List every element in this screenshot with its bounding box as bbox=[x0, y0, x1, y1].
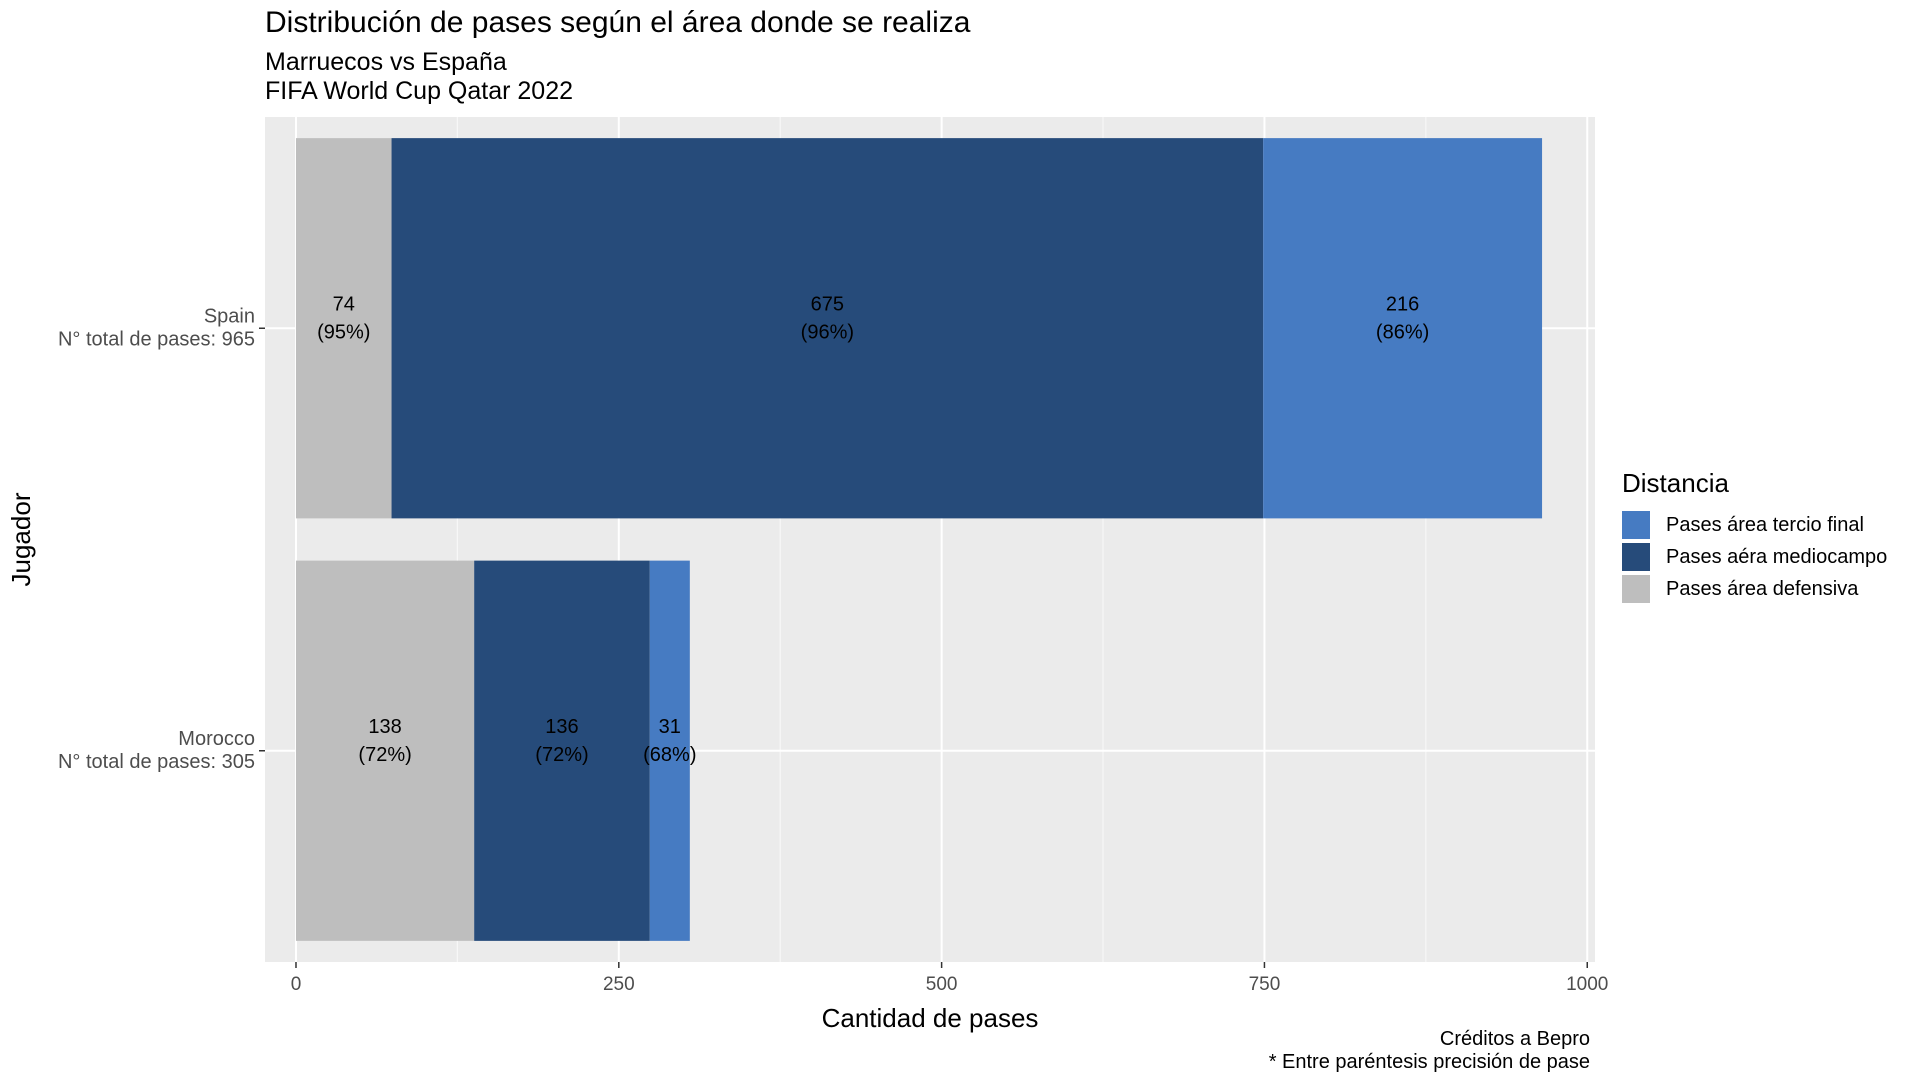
legend-label-defensiva: Pases área defensiva bbox=[1666, 577, 1859, 600]
y-tick-label-total: N° total de pases: 965 bbox=[58, 328, 255, 350]
subtitle-line-1: Marruecos vs España bbox=[265, 48, 507, 76]
legend-label-tercio-final: Pases área tercio final bbox=[1666, 513, 1864, 536]
bar-segment bbox=[391, 138, 1264, 519]
bar-segment bbox=[295, 560, 475, 941]
y-tick-label-name: Spain bbox=[204, 305, 255, 327]
legend-key-tercio-final bbox=[1622, 511, 1650, 539]
x-tick-label: 1000 bbox=[1566, 974, 1608, 995]
chart-subtitle: Marruecos vs España FIFA World Cup Qatar… bbox=[265, 48, 573, 106]
legend: Distancia Pases área tercio final Pases … bbox=[1622, 468, 1887, 605]
legend-item-tercio-final: Pases área tercio final bbox=[1622, 509, 1887, 541]
legend-item-defensiva: Pases área defensiva bbox=[1622, 573, 1887, 605]
caption-line-1: Créditos a Bepro bbox=[1439, 1028, 1590, 1050]
legend-key-defensiva bbox=[1622, 575, 1650, 603]
legend-key-mediocampo bbox=[1622, 543, 1650, 571]
bar-segment bbox=[295, 138, 392, 519]
subtitle-line-2: FIFA World Cup Qatar 2022 bbox=[265, 77, 574, 105]
data-label-value: 136 bbox=[545, 716, 578, 738]
data-label-accuracy: (86%) bbox=[1376, 321, 1429, 343]
y-axis-title: Jugador bbox=[6, 492, 36, 586]
x-tick-label: 250 bbox=[603, 974, 635, 995]
data-label-value: 216 bbox=[1386, 293, 1419, 315]
data-label-accuracy: (72%) bbox=[358, 744, 411, 766]
data-label-value: 31 bbox=[659, 716, 681, 738]
caption-line-2: * Entre paréntesis precisión de pase bbox=[1268, 1051, 1590, 1073]
chart-title: Distribución de pases según el área dond… bbox=[265, 6, 971, 39]
data-label-value: 675 bbox=[811, 293, 844, 315]
legend-item-mediocampo: Pases aéra mediocampo bbox=[1622, 541, 1887, 573]
data-label-value: 138 bbox=[368, 716, 401, 738]
y-tick-label-name: Morocco bbox=[178, 728, 255, 750]
data-label-accuracy: (72%) bbox=[535, 744, 588, 766]
y-tick-label-total: N° total de pases: 305 bbox=[58, 751, 255, 773]
data-label-accuracy: (68%) bbox=[643, 744, 696, 766]
legend-title: Distancia bbox=[1622, 468, 1729, 498]
bar-segment bbox=[474, 560, 650, 941]
x-tick-label: 500 bbox=[926, 974, 958, 995]
data-label-accuracy: (95%) bbox=[317, 321, 370, 343]
data-label-value: 74 bbox=[333, 293, 355, 315]
bar-segment bbox=[649, 560, 690, 941]
data-label-accuracy: (96%) bbox=[801, 321, 854, 343]
x-axis-title: Cantidad de pases bbox=[822, 1003, 1039, 1033]
bar-segment bbox=[1263, 138, 1543, 519]
chart-caption: Créditos a Bepro * Entre paréntesis prec… bbox=[1269, 1028, 1590, 1074]
x-tick-label: 750 bbox=[1249, 974, 1281, 995]
legend-label-mediocampo: Pases aéra mediocampo bbox=[1666, 545, 1888, 568]
x-tick-label: 0 bbox=[291, 974, 302, 995]
